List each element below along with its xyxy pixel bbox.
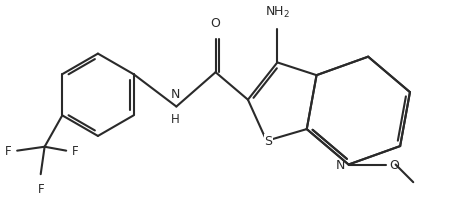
- Text: O: O: [390, 158, 399, 171]
- Text: O: O: [211, 17, 220, 30]
- Text: F: F: [37, 182, 44, 195]
- Text: H: H: [171, 113, 180, 126]
- Text: F: F: [72, 144, 79, 157]
- Text: F: F: [5, 144, 11, 157]
- Text: NH$_2$: NH$_2$: [265, 5, 290, 20]
- Text: N: N: [336, 158, 346, 171]
- Text: N: N: [171, 87, 180, 100]
- Text: S: S: [265, 135, 273, 148]
